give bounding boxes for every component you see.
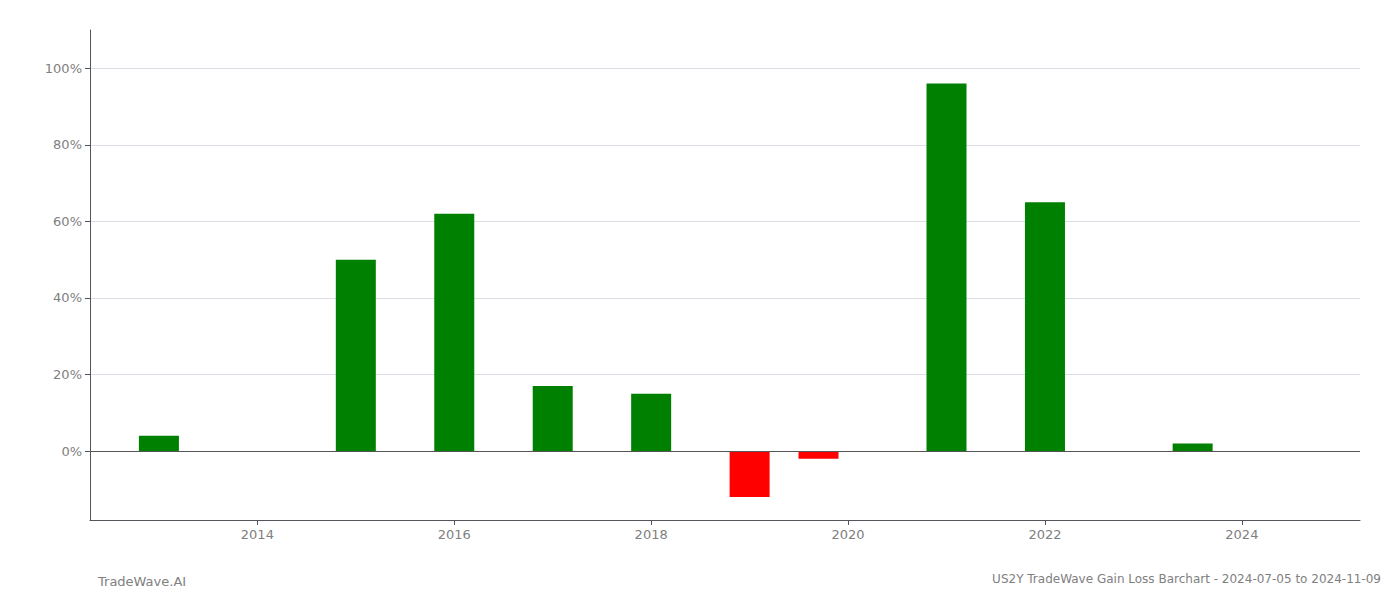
svg-text:20%: 20% (53, 367, 82, 382)
svg-text:80%: 80% (53, 137, 82, 152)
svg-text:60%: 60% (53, 214, 82, 229)
svg-text:100%: 100% (45, 61, 82, 76)
svg-text:2018: 2018 (635, 527, 668, 542)
svg-text:2024: 2024 (1225, 527, 1258, 542)
svg-text:TradeWave.AI: TradeWave.AI (97, 574, 186, 589)
svg-text:US2Y TradeWave Gain Loss Barch: US2Y TradeWave Gain Loss Barchart - 2024… (992, 572, 1381, 586)
svg-text:0%: 0% (61, 444, 82, 459)
svg-text:2014: 2014 (241, 527, 274, 542)
svg-text:2016: 2016 (438, 527, 471, 542)
svg-text:40%: 40% (53, 290, 82, 305)
svg-text:2022: 2022 (1028, 527, 1061, 542)
svg-text:2020: 2020 (832, 527, 865, 542)
